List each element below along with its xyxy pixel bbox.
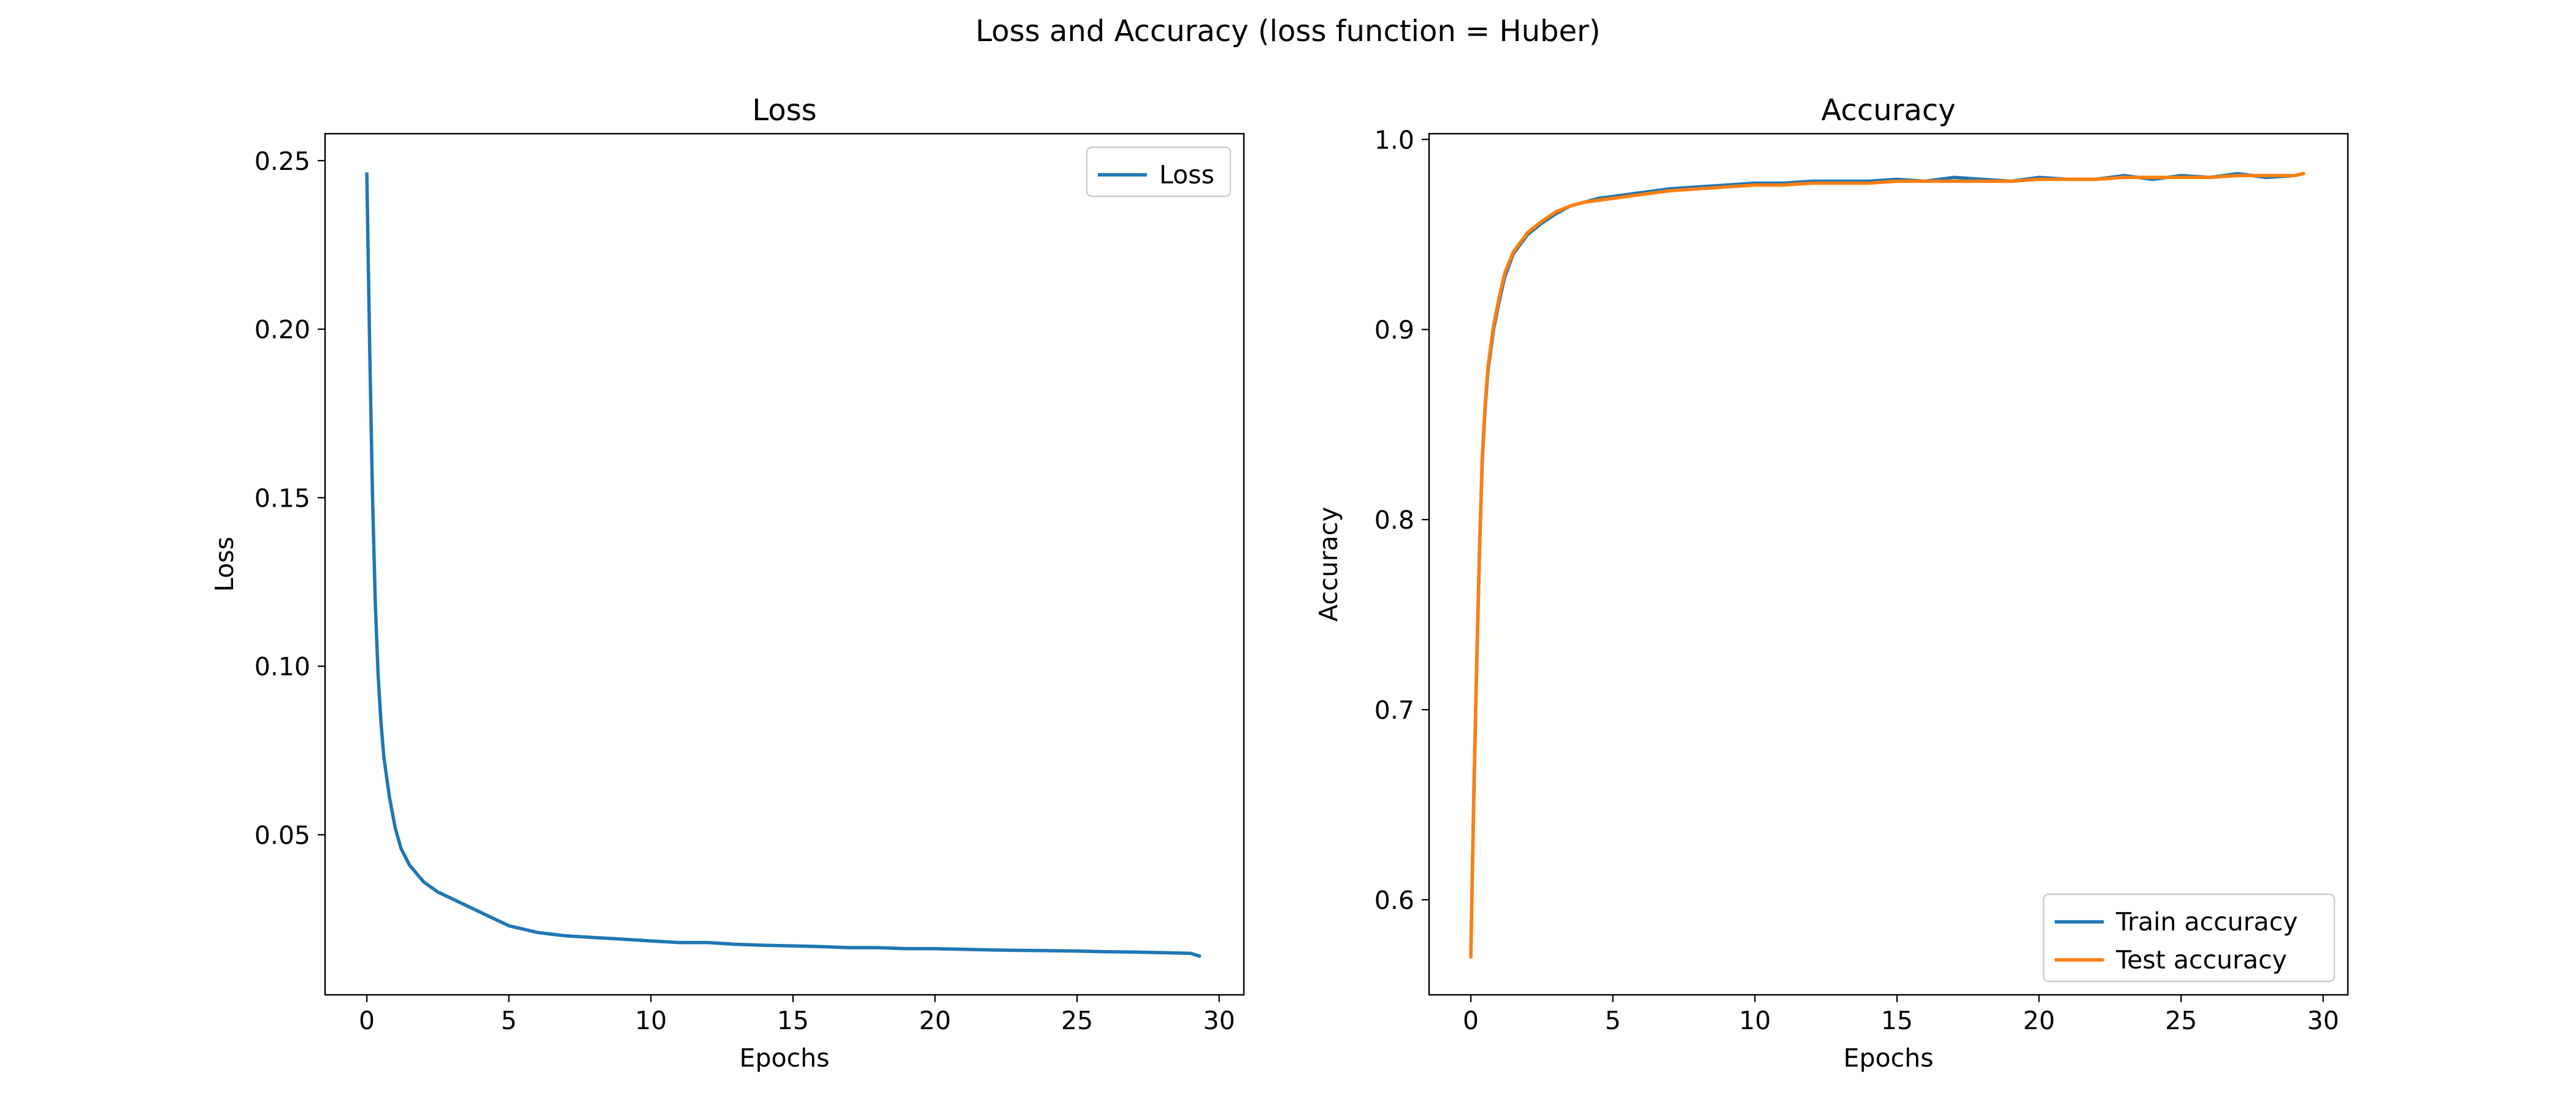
accuracy-ytick-label: 1.0 [1374,125,1414,155]
loss-xaxis-label: Epochs [740,1043,830,1073]
loss-ytick-label: 0.15 [255,483,310,513]
loss-xtick-label: 15 [777,1006,809,1035]
loss-xtick-label: 0 [359,1006,375,1035]
accuracy-ytick-label: 0.8 [1374,505,1414,535]
loss-series-loss-line [365,172,1202,959]
loss-subplot: 0 5 10 15 20 25 30 0.05 0.10 0.15 0.20 0.25 Loss Epoc… [210,93,1245,1073]
accuracy-xtick-label: 25 [2165,1006,2197,1035]
loss-axes-frame [324,132,1245,996]
loss-axes-title: Loss [752,93,816,128]
accuracy-ytick-label: 0.9 [1374,315,1414,345]
accuracy-ytick-label: 0.7 [1374,696,1414,725]
accuracy-xaxis-label: Epochs [1844,1043,1934,1073]
accuracy-legend-label: Test accuracy [2115,945,2287,975]
accuracy-axes-frame [1428,132,2349,996]
figure-suptitle: Loss and Accuracy (loss function = Huber… [976,14,1601,48]
accuracy-legend: Train accuracy Test accuracy [2042,893,2336,983]
loss-xtick-label: 5 [501,1006,517,1035]
accuracy-xtick-label: 30 [2307,1006,2339,1035]
loss-xtick-label: 30 [1203,1006,1235,1035]
accuracy-xtick-label: 10 [1739,1006,1771,1035]
accuracy-subplot: 0 5 10 15 20 25 30 0.6 0.7 0.8 0.9 1.0 Accuracy Epoch… [1314,93,2349,1073]
loss-legend-box [1086,146,1232,197]
loss-xtick-label: 10 [635,1006,667,1035]
accuracy-xtick-label: 15 [1881,1006,1913,1035]
loss-yaxis-label: Loss [210,537,239,592]
loss-xtick-label: 25 [1061,1006,1093,1035]
accuracy-legend-label: Train accuracy [2115,907,2298,937]
accuracy-legend-box [2042,893,2336,983]
accuracy-xtick-label: 0 [1463,1006,1479,1035]
loss-ytick-label: 0.20 [255,315,310,345]
loss-legend-label: Loss [1159,160,1214,190]
accuracy-xtick-label: 5 [1605,1006,1621,1035]
loss-ytick-label: 0.25 [255,147,310,176]
loss-legend: Loss [1086,146,1232,197]
accuracy-axes-title: Accuracy [1821,93,1955,128]
accuracy-ytick-label: 0.6 [1374,886,1414,915]
loss-xtick-label: 20 [919,1006,951,1035]
accuracy-yaxis-label: Accuracy [1314,507,1343,621]
accuracy-series-test-accuracy-line [1469,171,2306,959]
accuracy-xtick-label: 20 [2023,1006,2055,1035]
loss-ytick-label: 0.10 [255,652,310,681]
loss-ytick-label: 0.05 [255,821,310,850]
